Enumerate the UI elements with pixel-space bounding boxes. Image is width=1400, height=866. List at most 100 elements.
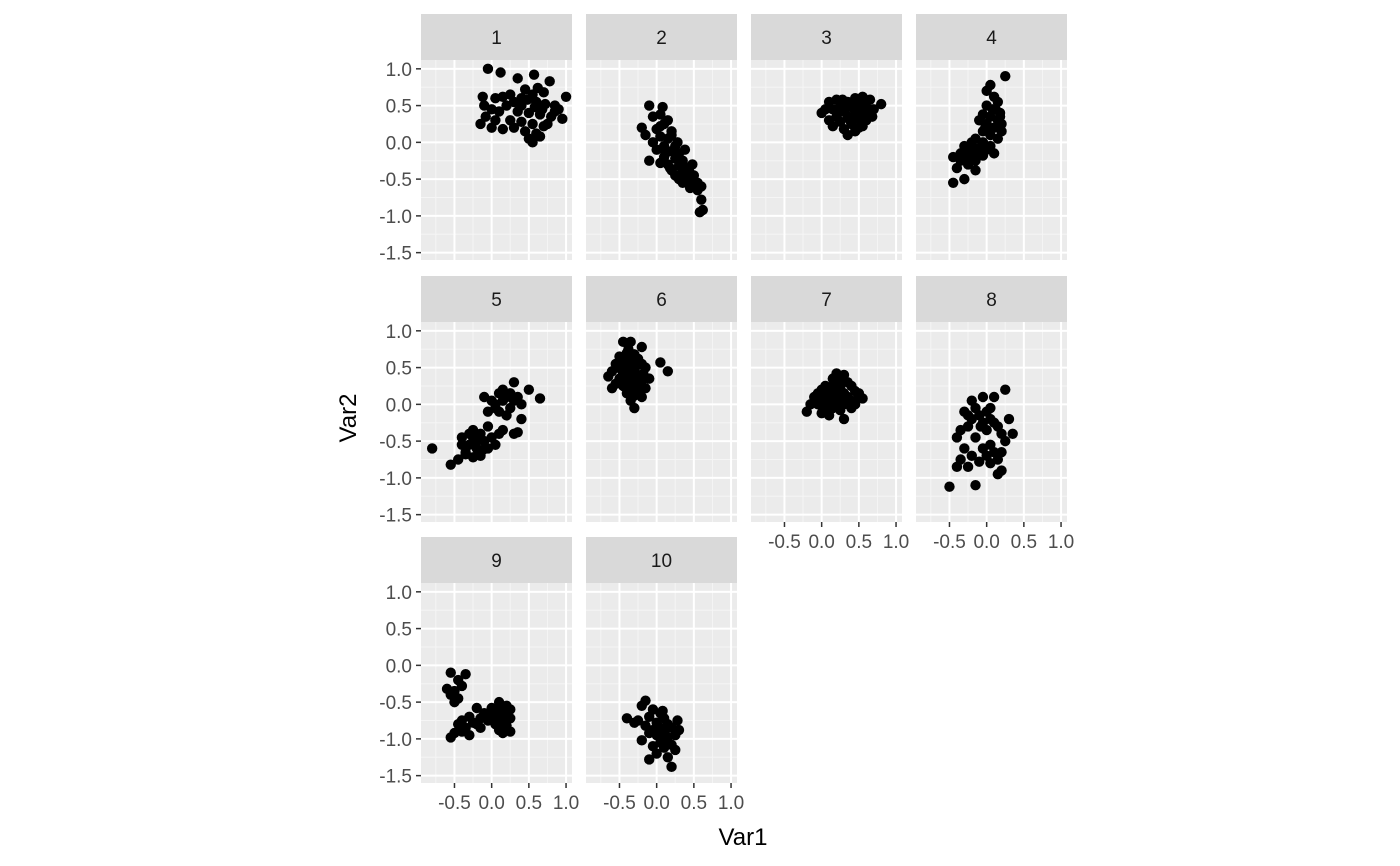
data-point	[853, 122, 865, 133]
data-point	[644, 754, 655, 765]
data-point	[1000, 435, 1011, 447]
facet-strip	[421, 276, 572, 322]
data-point	[464, 428, 475, 439]
data-point	[527, 137, 538, 148]
data-point	[947, 177, 959, 188]
facet-panel-3: 3	[751, 14, 902, 260]
data-point	[516, 399, 527, 410]
data-point	[636, 700, 647, 711]
data-point	[1000, 384, 1011, 395]
data-point	[875, 98, 887, 110]
data-point	[537, 104, 548, 115]
data-point	[1003, 413, 1015, 425]
x-tick-label: 0.0	[973, 532, 999, 553]
data-point	[460, 668, 471, 680]
data-point	[679, 144, 691, 155]
data-point	[615, 363, 627, 375]
data-point	[497, 91, 509, 102]
data-point	[501, 100, 512, 111]
data-point	[835, 405, 846, 416]
data-point	[467, 452, 479, 463]
data-point	[988, 391, 1000, 403]
data-point	[666, 761, 677, 773]
data-point	[471, 702, 482, 714]
facet-panel-6: 6	[586, 276, 737, 522]
x-tick-label: 0.0	[478, 793, 504, 814]
facet-strip-label: 7	[821, 290, 832, 311]
data-point	[477, 91, 488, 102]
data-point	[687, 159, 698, 170]
data-point	[975, 421, 986, 432]
x-tick-label: 0.5	[846, 532, 872, 553]
data-point	[852, 104, 863, 115]
y-tick-label: 1.0	[386, 60, 412, 81]
data-point	[636, 341, 647, 353]
y-tick-label: 0.0	[386, 395, 412, 416]
data-point	[475, 118, 486, 130]
data-point	[979, 122, 991, 133]
x-tick-label: -0.5	[933, 532, 966, 553]
x-tick-label: 0.0	[643, 793, 669, 814]
data-point	[974, 456, 985, 467]
data-point	[657, 705, 668, 717]
facet-strip	[421, 14, 572, 60]
x-tick-label: 1.0	[1048, 532, 1074, 553]
y-tick-label: 0.5	[386, 620, 412, 641]
x-tick-label: 0.5	[681, 793, 707, 814]
facet-strip-label: 2	[656, 28, 667, 49]
data-point	[606, 382, 618, 394]
data-point	[471, 718, 482, 730]
data-point	[672, 715, 683, 726]
facet-strip	[421, 537, 572, 583]
data-point	[523, 384, 535, 395]
data-point	[493, 106, 505, 117]
data-point	[944, 481, 955, 492]
data-point	[658, 742, 670, 753]
data-point	[477, 444, 488, 456]
data-point	[1007, 428, 1018, 439]
data-point	[970, 480, 981, 491]
data-point	[820, 104, 831, 115]
y-tick-label: 1.0	[386, 583, 412, 604]
data-point	[534, 131, 546, 142]
data-point	[617, 336, 629, 348]
data-point	[497, 424, 509, 436]
data-point	[859, 96, 871, 108]
facet-strip	[751, 276, 902, 322]
data-point	[449, 696, 460, 708]
y-tick-label: -1.5	[379, 506, 412, 527]
data-point	[970, 165, 981, 176]
facet-panel-10: 10 -0.5 0.0 0.5 1.0	[586, 537, 744, 814]
data-point	[842, 129, 853, 141]
data-point	[629, 402, 640, 414]
data-point	[603, 371, 614, 382]
data-point	[801, 406, 812, 417]
data-point	[677, 177, 688, 188]
panel-background	[421, 60, 572, 260]
data-point	[508, 377, 520, 388]
data-point	[694, 207, 706, 218]
x-tick-label: 1.0	[553, 793, 579, 814]
data-point	[951, 432, 963, 443]
data-point	[959, 443, 970, 454]
data-point	[647, 111, 659, 122]
facet-strip	[586, 537, 737, 583]
y-tick-label: 0.0	[386, 133, 412, 154]
data-point	[959, 173, 970, 185]
data-point	[482, 63, 494, 75]
data-point	[644, 711, 655, 723]
y-tick-label: -1.5	[379, 767, 412, 788]
y-tick-label: 0.5	[386, 97, 412, 118]
facet-strip	[916, 276, 1067, 322]
data-point	[426, 443, 438, 454]
data-point	[636, 735, 647, 746]
x-tick-label: 1.0	[883, 532, 909, 553]
facet-panel-5: 5 -1.5 -1.0 -0.5 0.0 0.5 1.0	[379, 276, 572, 527]
data-point	[962, 159, 974, 170]
data-point	[471, 435, 482, 447]
y-tick-label: -0.5	[379, 432, 412, 453]
data-point	[640, 129, 651, 141]
data-point	[988, 148, 1000, 159]
data-point	[542, 118, 553, 130]
